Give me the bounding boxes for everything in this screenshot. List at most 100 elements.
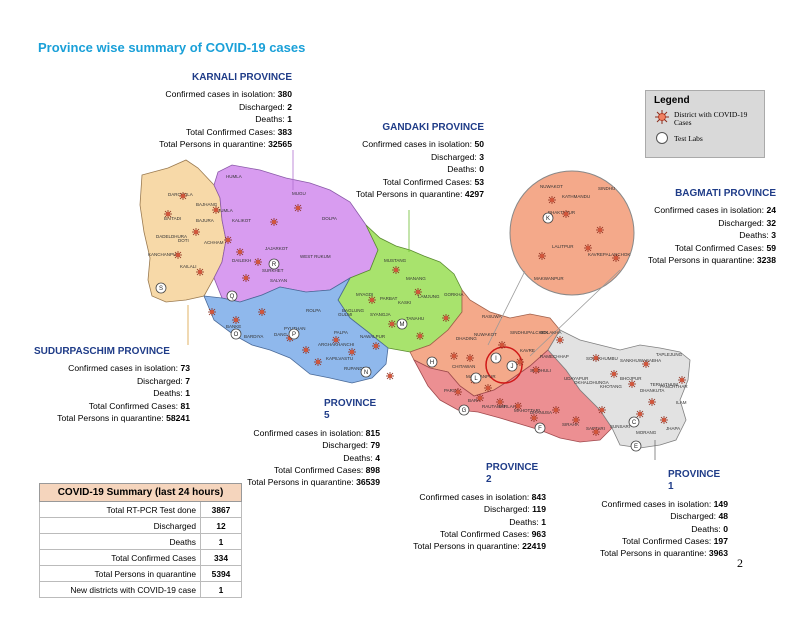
district-label: WEST RUKUM <box>300 254 331 259</box>
district-label: KHOTANG <box>600 384 622 389</box>
virus-icon <box>174 251 182 259</box>
province-name: PROVINCE 5 <box>324 398 377 422</box>
district-label: DHANUSA <box>530 410 552 415</box>
test-lab-marker: J <box>506 360 518 372</box>
legend-label-district: District with COVID-19 Cases <box>674 110 748 127</box>
test-lab-marker: G <box>458 404 470 416</box>
district-label: ROLPA <box>306 308 321 313</box>
virus-icon <box>416 332 424 340</box>
virus-icon <box>628 380 636 388</box>
district-label: KASKI <box>398 300 411 305</box>
page-title: Province wise summary of COVID-19 cases <box>38 40 306 55</box>
district-label: DOTI <box>178 238 189 243</box>
virus-icon <box>332 336 340 344</box>
district-label: GULMI <box>338 312 352 317</box>
district-label: SURKHET <box>262 268 284 273</box>
table-row: Total Persons in quarantine 5394 <box>39 565 242 582</box>
district-label: NUWAKOT <box>474 332 497 337</box>
virus-icon <box>572 416 580 424</box>
district-label: KAVREPALANCHOK <box>588 252 630 257</box>
district-label: KAPILVASTU <box>326 356 353 361</box>
legend-title: Legend <box>654 95 690 106</box>
virus-icon <box>368 296 376 304</box>
test-lab-marker: F <box>534 422 546 434</box>
district-label: BAGLUNG <box>342 308 365 313</box>
district-label: SALYAN <box>270 278 287 283</box>
district-label: MORANG <box>636 430 657 435</box>
virus-icon <box>232 316 240 324</box>
district-label: RASUWA <box>482 314 502 319</box>
test-lab-letter: C <box>632 420 637 426</box>
virus-icon <box>179 192 187 200</box>
district-label: SUNSARI <box>610 424 630 429</box>
virus-icon <box>454 388 462 396</box>
test-lab-letter: R <box>272 262 277 268</box>
district-label: KANCHANPUR <box>148 252 180 257</box>
test-lab-marker: Q <box>226 290 238 302</box>
virus-icon <box>562 210 570 218</box>
district-label: LALITPUR <box>552 244 574 249</box>
virus-icon <box>392 266 400 274</box>
virus-icon <box>208 308 216 316</box>
district-label: CHITAWAN <box>452 364 475 369</box>
virus-icon <box>414 288 422 296</box>
virus-icon <box>164 210 172 218</box>
district-label: MUGU <box>292 191 306 196</box>
province-info-province2: PROVINCE 2 Confirmed cases in isolation:… <box>372 462 546 553</box>
virus-icon <box>530 414 538 422</box>
province-info-sudurpaschim: SUDURPASCHIM PROVINCE Confirmed cases in… <box>28 346 190 424</box>
province-name: BAGMATI PROVINCE <box>675 188 776 199</box>
district-labels: HUMLA MUGU DOLPA JUMLA KALIKOT JAJARKOT DAILEK… <box>148 174 688 435</box>
virus-icon <box>598 406 606 414</box>
virus-icon <box>612 254 620 262</box>
province-shape-sudurpaschim[interactable] <box>139 159 227 303</box>
province-info-bagmati: BAGMATI PROVINCE Confirmed cases in isol… <box>600 188 776 266</box>
district-label: MYAGDI <box>356 292 373 297</box>
district-label: SOLUKHUMBU <box>586 356 618 361</box>
virus-icon <box>192 228 200 236</box>
test-lab-letter: Q <box>230 294 235 300</box>
virus-icon <box>484 384 492 392</box>
virus-icon <box>548 196 556 204</box>
virus-icon <box>584 244 592 252</box>
district-label: DHANKUTA <box>640 388 664 393</box>
province-info-gandaki: GANDAKI PROVINCE Confirmed cases in isol… <box>310 122 484 200</box>
virus-icon <box>538 252 546 260</box>
table-row: Discharged 12 <box>39 517 242 534</box>
virus-icon <box>552 406 560 414</box>
district-label: TAPLEJUNG <box>656 352 683 357</box>
virus-icon <box>532 366 540 374</box>
summary-title: COVID-19 Summary (last 24 hours) <box>39 483 242 502</box>
province-shape-province1[interactable] <box>547 329 691 449</box>
table-row: Deaths 1 <box>39 533 242 550</box>
virus-icon <box>636 410 644 418</box>
test-lab-marker: R <box>268 258 280 270</box>
test-lab-marker: N <box>360 366 372 378</box>
table-row: Total RT-PCR Test done 3867 <box>39 501 242 518</box>
district-label: PANCHTHAR <box>660 384 688 389</box>
test-lab-marker: L <box>470 372 482 384</box>
virus-icon <box>660 416 668 424</box>
district-label: BHOJPUR <box>620 376 642 381</box>
province-name: GANDAKI PROVINCE <box>382 122 484 133</box>
virus-icon <box>648 398 656 406</box>
district-label: PALPA <box>334 330 348 335</box>
test-lab-marker: E <box>630 440 642 452</box>
virus-icon <box>302 346 310 354</box>
test-lab-marker: I <box>490 352 502 364</box>
district-label: DHADING <box>456 336 477 341</box>
district-label: BAJURA <box>196 218 214 223</box>
kathmandu-inset <box>509 170 635 296</box>
district-label: RAUTAHAT <box>482 404 506 409</box>
district-label: LAMJUNG <box>418 294 440 299</box>
virus-icon <box>196 268 204 276</box>
district-label: SIRAHA <box>562 422 579 427</box>
virus-icon <box>655 110 669 124</box>
district-label: NAWALPUR <box>360 334 386 339</box>
virus-icon <box>466 354 474 362</box>
test-lab-marker: H <box>426 356 438 368</box>
district-label: OKHALDHUNGA <box>574 380 609 385</box>
virus-icon <box>386 372 394 380</box>
map-legend: Legend District with COVID-19 Cases Test… <box>645 90 765 158</box>
virus-icon <box>476 394 484 402</box>
